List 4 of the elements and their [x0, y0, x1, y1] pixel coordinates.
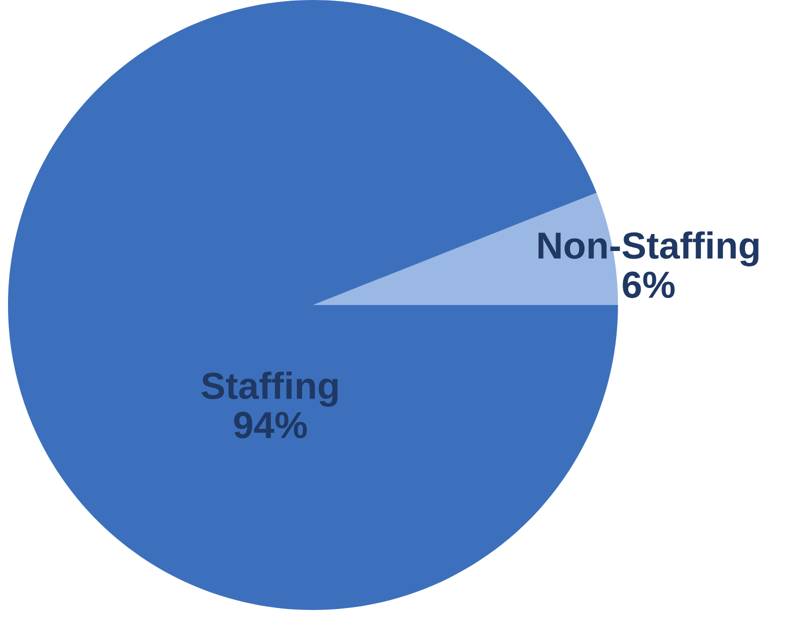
slice-label: Staffing	[202, 372, 338, 407]
data-label: 94%	[234, 412, 307, 438]
data-label: 6%	[622, 272, 675, 298]
slice-label: Non-Staffing	[538, 231, 758, 266]
